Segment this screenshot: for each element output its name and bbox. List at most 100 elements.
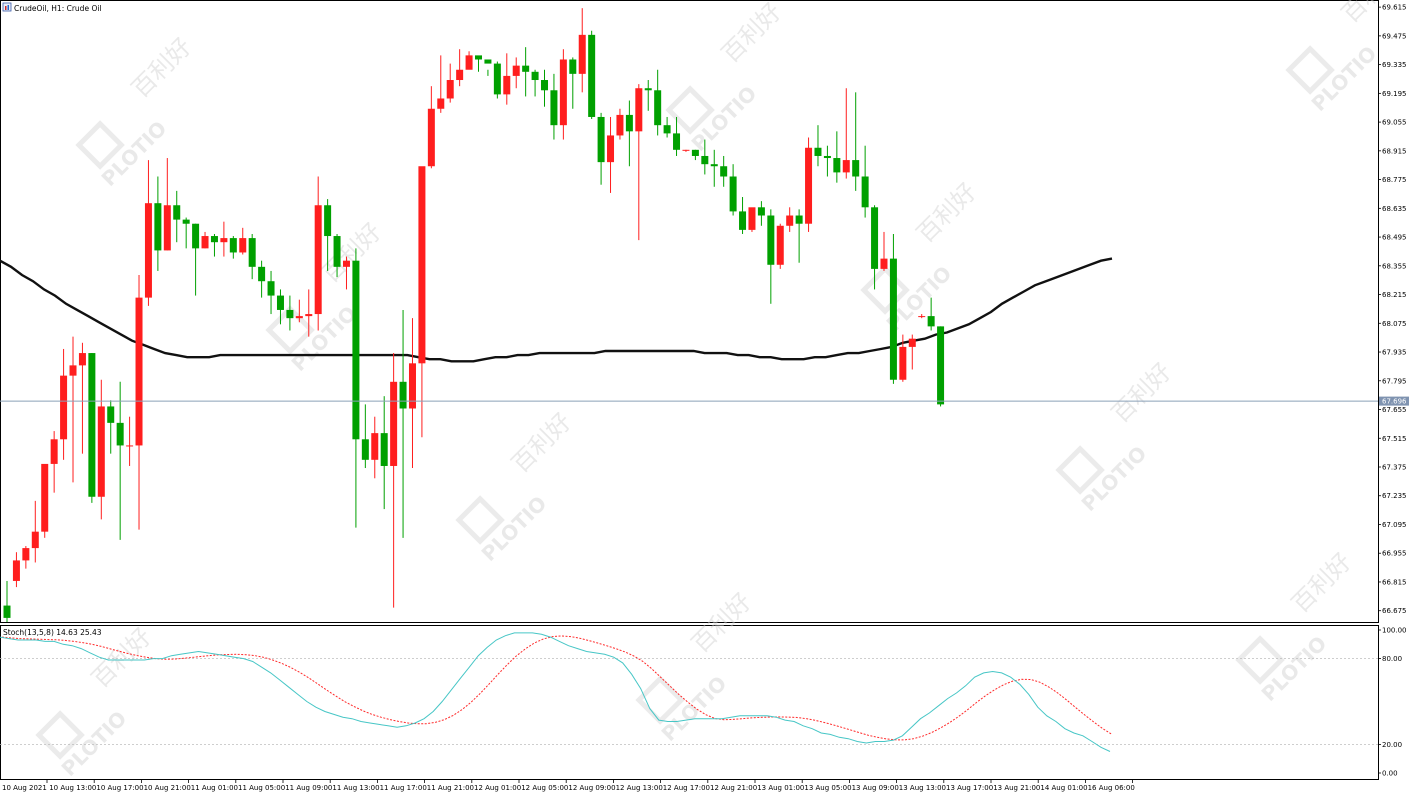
candle — [569, 57, 577, 109]
candle — [276, 289, 284, 325]
candle — [295, 299, 303, 323]
price-tick-label: 67.795 — [1382, 377, 1407, 385]
candle — [220, 221, 228, 257]
candle — [446, 63, 454, 103]
candle — [342, 256, 350, 290]
price-tick-label: 68.215 — [1382, 291, 1407, 299]
candle — [182, 217, 190, 249]
candle — [842, 88, 850, 179]
time-tick-label: 13 Aug 17:00 — [946, 784, 993, 792]
candle — [710, 149, 718, 187]
candle — [324, 199, 332, 271]
candle — [644, 80, 652, 111]
time-tick-label: 13 Aug 21:00 — [993, 784, 1040, 792]
candle — [607, 116, 615, 193]
time-tick-label: 13 Aug 09:00 — [852, 784, 899, 792]
candle — [757, 201, 765, 226]
price-tick-label: 68.915 — [1382, 147, 1407, 155]
time-tick-label: 12 Aug 09:00 — [568, 784, 615, 792]
candle — [248, 233, 256, 280]
candle — [333, 233, 341, 278]
candle — [314, 176, 322, 331]
time-axis: 10 Aug 2021 10 Aug 13:00 10 Aug 17:00 10 Au… — [2, 779, 1135, 792]
candle — [814, 125, 822, 167]
candle — [663, 116, 671, 138]
watermark-logo: PLOTIO 百利好 — [665, 0, 787, 156]
price-tick-label: 66.955 — [1382, 550, 1407, 558]
watermark-brand: PLOTIO — [1077, 441, 1152, 516]
price-tick-label: 67.515 — [1382, 435, 1407, 443]
time-tick-label: 12 Aug 05:00 — [521, 784, 568, 792]
candle — [484, 59, 492, 76]
candle — [578, 8, 586, 93]
watermark-cn: 百利好 — [1106, 358, 1177, 429]
price-tick-label: 68.635 — [1382, 205, 1407, 213]
candle — [937, 326, 945, 407]
watermark-brand: PLOTIO — [1257, 631, 1332, 706]
moving-average — [0, 257, 1113, 363]
ma-line — [0, 257, 1113, 363]
watermark-brand: PLOTIO — [287, 301, 362, 376]
stoch-main-line — [0, 632, 1111, 752]
candle — [899, 334, 907, 382]
candle — [776, 223, 784, 269]
price-tick-label: 67.655 — [1382, 406, 1407, 414]
candle — [739, 197, 747, 234]
candle — [531, 69, 539, 97]
candle — [852, 92, 860, 191]
watermark-cn: 百利好 — [716, 0, 787, 68]
watermark-brand: PLOTIO — [57, 706, 132, 781]
candle — [154, 176, 162, 271]
watermark-cn: 百利好 — [126, 33, 197, 104]
symbol-label: CrudeOil, H1: Crude Oil — [14, 4, 102, 13]
watermark-layer: PLOTIO 百利好 PLOTIO 百利好 PLOTIO 百利好 PLOTIO 百利好 PLOT… — [35, 0, 1407, 781]
candle — [116, 381, 124, 540]
price-tick-label: 68.355 — [1382, 262, 1407, 270]
price-tick-label: 68.775 — [1382, 176, 1407, 184]
candle — [390, 353, 398, 608]
candle — [493, 61, 501, 99]
time-tick-label: 13 Aug 01:00 — [757, 784, 804, 792]
time-tick-label: 13 Aug 13:00 — [899, 784, 946, 792]
candle — [22, 546, 30, 569]
candle — [12, 552, 20, 588]
candle — [522, 47, 530, 97]
candle — [286, 295, 294, 331]
candle — [78, 342, 86, 454]
time-tick-label: 12 Aug 13:00 — [616, 784, 663, 792]
candle — [673, 116, 681, 156]
candle — [616, 108, 624, 140]
candle — [871, 205, 879, 290]
stoch-signal-line — [1, 635, 1113, 741]
watermark-brand: PLOTIO — [657, 671, 732, 746]
candle — [908, 334, 916, 370]
candle — [88, 353, 96, 503]
stoch-tick-label: 80.00 — [1382, 655, 1402, 663]
candle — [503, 53, 511, 105]
price-axis: 66.675 66.815 66.955 67.095 67.235 67.375 67.5… — [1378, 4, 1407, 615]
price-tick-label: 69.335 — [1382, 61, 1407, 69]
candle — [399, 309, 407, 538]
watermark-brand: PLOTIO — [687, 81, 762, 156]
current-price-label: 67.696 — [1382, 398, 1407, 406]
candle — [748, 207, 756, 232]
candle — [861, 145, 869, 218]
candle — [475, 55, 482, 72]
price-tick-label: 67.935 — [1382, 349, 1407, 357]
candle — [305, 289, 313, 337]
price-tick-label: 67.235 — [1382, 492, 1407, 500]
time-tick-label: 11 Aug 17:00 — [380, 784, 427, 792]
candle — [135, 275, 143, 530]
main-chart-frame — [0, 0, 1379, 623]
candle — [229, 236, 237, 259]
candle — [559, 49, 567, 140]
watermark-cn: 百利好 — [911, 178, 982, 249]
candle — [60, 348, 68, 460]
candle — [239, 227, 247, 255]
